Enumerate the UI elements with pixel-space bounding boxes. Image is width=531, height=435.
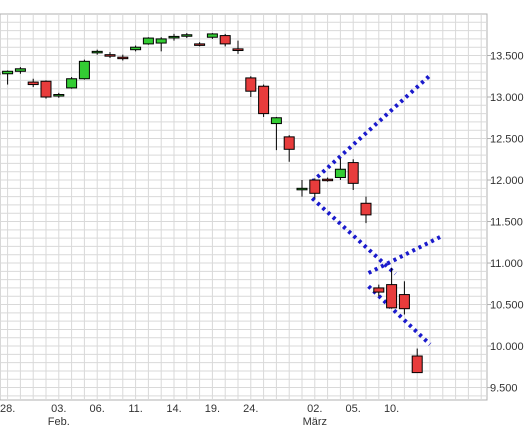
- x-tick-sublabel: Feb.: [48, 416, 70, 428]
- x-tick-label: 19.: [205, 403, 220, 415]
- candle-body: [14, 68, 26, 72]
- candle: [296, 180, 308, 197]
- candle: [2, 70, 14, 85]
- candle: [40, 80, 52, 99]
- candle-body: [258, 85, 270, 115]
- axis-layer: 9.500 10.000 10.500 11.000 11.500 12.000 12.50…: [0, 51, 524, 428]
- x-tick-sublabel: März: [303, 416, 327, 428]
- candle-body: [283, 136, 295, 150]
- candle-body: [40, 80, 52, 98]
- candle: [181, 33, 193, 39]
- grid-layer: [0, 13, 488, 401]
- candle: [66, 77, 78, 89]
- candle-body: [373, 287, 385, 293]
- candle: [270, 116, 282, 151]
- candle-body: [117, 56, 129, 60]
- candle: [117, 54, 129, 61]
- x-tick-label: 24.: [243, 403, 258, 415]
- candle: [373, 284, 385, 297]
- y-tick-label: 13.000: [490, 92, 524, 104]
- x-tick-label: 03.: [51, 403, 66, 415]
- candle: [398, 281, 410, 315]
- candle-body: [360, 202, 372, 216]
- trendline: [310, 196, 397, 276]
- candle-body: [104, 54, 116, 57]
- candle: [219, 33, 231, 47]
- candle-body: [334, 168, 346, 179]
- candle: [53, 92, 65, 98]
- candle-body: [142, 37, 154, 45]
- candle: [155, 37, 167, 52]
- candle: [386, 268, 398, 309]
- candle-body: [130, 46, 142, 51]
- candle: [232, 40, 244, 54]
- candle-body: [66, 78, 78, 89]
- candle-body: [53, 94, 65, 97]
- candle: [14, 67, 26, 74]
- candle-body: [411, 355, 423, 374]
- candle-body: [219, 35, 231, 45]
- x-tick-label: 06.: [90, 403, 105, 415]
- candle: [258, 84, 270, 117]
- candle: [245, 76, 257, 98]
- candle-body: [181, 34, 193, 37]
- candle: [27, 78, 39, 88]
- x-tick-label: 11.: [128, 403, 142, 415]
- x-tick-label: 02.: [307, 403, 322, 415]
- candle: [206, 33, 218, 39]
- y-tick-label: 13.500: [490, 51, 524, 63]
- candle: [168, 33, 180, 41]
- candle: [309, 178, 321, 199]
- candle-body: [155, 38, 167, 44]
- y-tick-label: 12.500: [490, 134, 524, 146]
- candle: [91, 49, 103, 55]
- candle-body: [91, 50, 103, 54]
- candle-body: [398, 294, 410, 310]
- trendline: [310, 73, 432, 184]
- candle: [347, 159, 359, 190]
- candle: [130, 45, 142, 52]
- candle-body: [78, 60, 90, 80]
- candle-body: [245, 77, 257, 92]
- candle: [334, 158, 346, 181]
- x-tick-label: 14.: [166, 403, 181, 415]
- candle: [78, 59, 90, 80]
- x-tick-label: 10.: [384, 403, 399, 415]
- y-tick-label: 11.500: [490, 217, 523, 229]
- candle-layer: [0, 33, 423, 374]
- y-tick-label: 11.000: [490, 258, 523, 270]
- y-tick-label: 10.500: [490, 300, 524, 312]
- candle-body: [347, 162, 359, 184]
- candle-body: [168, 35, 180, 39]
- candle-body: [270, 117, 282, 125]
- candle-body: [2, 70, 14, 75]
- candle-body: [386, 284, 398, 309]
- candle: [322, 177, 334, 182]
- candle-body: [309, 179, 321, 194]
- y-tick-label: 10.000: [490, 341, 524, 353]
- y-tick-label: 9.500: [490, 383, 518, 395]
- candle: [411, 348, 423, 374]
- candle: [104, 52, 116, 58]
- x-tick-label: 28.: [0, 403, 15, 415]
- candle: [194, 42, 206, 47]
- candle-body: [296, 187, 308, 191]
- candle: [360, 196, 372, 224]
- x-tick-label: 05.: [346, 403, 361, 415]
- candle-body: [206, 33, 218, 38]
- candle: [142, 37, 154, 45]
- y-tick-label: 12.000: [490, 175, 524, 187]
- candle-body: [322, 178, 334, 182]
- candle-body: [232, 48, 244, 52]
- candle: [283, 135, 295, 162]
- candle-body: [194, 43, 206, 46]
- candle-body: [27, 81, 39, 86]
